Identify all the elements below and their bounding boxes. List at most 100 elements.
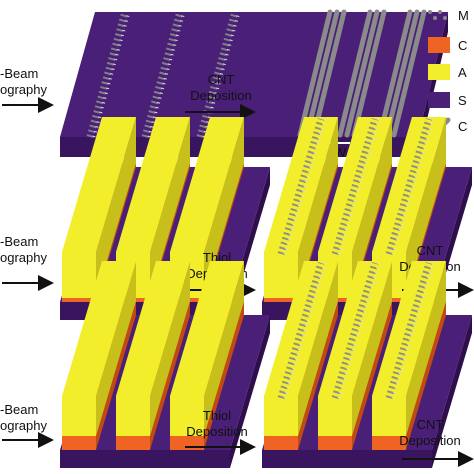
molecule-stripe xyxy=(196,11,239,138)
box-front xyxy=(372,436,406,450)
cnt xyxy=(304,9,340,138)
cnt xyxy=(337,9,373,138)
box-side xyxy=(96,261,136,436)
legend-icon xyxy=(428,37,450,53)
step-label: CNT xyxy=(417,417,444,432)
box-top xyxy=(62,117,136,252)
molecule-stripe xyxy=(337,118,381,255)
box-side xyxy=(352,261,392,436)
box-top xyxy=(116,117,190,252)
box-side xyxy=(230,315,270,468)
box-side xyxy=(96,117,136,298)
box-top xyxy=(318,117,392,252)
step-label: ography xyxy=(0,418,47,433)
step-label: Deposition xyxy=(190,88,251,103)
molecule-stripe xyxy=(141,11,184,138)
step-label: CNT xyxy=(208,72,235,87)
box-front xyxy=(62,436,96,450)
box-front xyxy=(264,298,298,302)
molecule-stripe xyxy=(277,118,325,255)
molecule-stripe xyxy=(391,118,435,255)
box-front xyxy=(170,396,204,436)
box-front xyxy=(116,436,150,450)
legend-icon xyxy=(428,10,432,14)
legend-label: M xyxy=(458,8,469,23)
legend-icon xyxy=(433,16,437,20)
box-side xyxy=(432,315,472,468)
cnt xyxy=(297,9,333,138)
box-front xyxy=(372,396,406,436)
legend-label: A xyxy=(458,65,467,80)
step-label: -Beam xyxy=(0,234,38,249)
box-front xyxy=(264,436,298,450)
box-front xyxy=(262,450,432,468)
cnt xyxy=(351,9,387,138)
legend-icon xyxy=(443,16,447,20)
step-label: Deposition xyxy=(399,433,460,448)
box-side xyxy=(352,301,392,450)
box-front xyxy=(62,396,96,436)
molecule-stripe xyxy=(385,262,433,399)
step-label: -Beam xyxy=(0,402,38,417)
cnt xyxy=(384,9,420,138)
legend-icon xyxy=(428,92,450,108)
box-side xyxy=(406,301,446,450)
legend-label: C xyxy=(458,119,467,134)
box-side xyxy=(204,261,244,436)
step-label: ography xyxy=(0,250,47,265)
box-front xyxy=(60,450,230,468)
box-front xyxy=(318,396,352,436)
molecule-stripe xyxy=(337,262,381,399)
box-side xyxy=(298,117,338,298)
box-front xyxy=(62,298,96,302)
box-side xyxy=(96,301,136,450)
box-front xyxy=(116,396,150,436)
box-top xyxy=(116,261,190,396)
molecule-stripe xyxy=(391,262,435,399)
cnt xyxy=(391,9,427,138)
box-front xyxy=(264,396,298,436)
box-side xyxy=(150,117,190,298)
box-side xyxy=(298,261,338,436)
cnt xyxy=(377,9,413,138)
molecule-stripe xyxy=(283,262,327,399)
box-top xyxy=(264,117,338,252)
step-label: Deposition xyxy=(186,424,247,439)
legend-label: S xyxy=(458,93,467,108)
box-front xyxy=(318,436,352,450)
molecule-stripe xyxy=(283,118,327,255)
box-side xyxy=(150,261,190,436)
box-side xyxy=(204,301,244,450)
box-top xyxy=(170,117,244,252)
box-side xyxy=(150,301,190,450)
box-side xyxy=(406,261,446,436)
box-top xyxy=(372,117,446,252)
molecule-stripe xyxy=(331,262,379,399)
box-top xyxy=(60,12,295,137)
molecule-stripe xyxy=(385,118,433,255)
step-label: CNT xyxy=(417,243,444,258)
molecule-stripe xyxy=(86,11,129,138)
box-side xyxy=(406,117,446,298)
box-side xyxy=(298,301,338,450)
box-front xyxy=(62,252,96,298)
box-top xyxy=(372,261,446,396)
step-label: ography xyxy=(0,82,47,97)
legend-label: C xyxy=(458,38,467,53)
box-side xyxy=(204,117,244,298)
box-top xyxy=(62,261,136,396)
step-label: Thiol xyxy=(203,408,231,423)
molecule-stripe xyxy=(331,118,379,255)
box-front xyxy=(264,252,298,298)
box-top xyxy=(318,261,392,396)
box-side xyxy=(352,117,392,298)
legend-icon xyxy=(428,64,450,80)
legend-icon xyxy=(438,10,442,14)
cnt xyxy=(344,9,380,138)
box-top xyxy=(264,261,338,396)
step-label: -Beam xyxy=(0,66,38,81)
molecule-stripe xyxy=(277,262,325,399)
box-top xyxy=(170,261,244,396)
cnt xyxy=(311,9,347,138)
